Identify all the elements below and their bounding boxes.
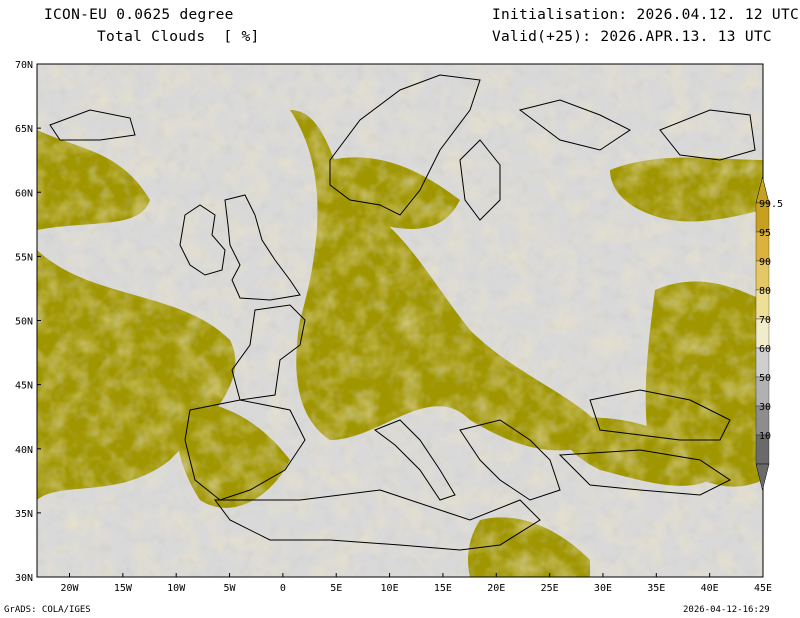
coast-black-sea xyxy=(589,389,731,441)
coast-baltic xyxy=(459,139,501,221)
legend-label: 99.5 xyxy=(759,199,783,210)
longitude-labels: 20W 15W 10W 5W 0 5E 10E 15E 20E 25E 30E 35E 40E 45E xyxy=(60,573,772,594)
lon-label: 0 xyxy=(280,583,286,594)
model-title: ICON-EU 0.0625 degree xyxy=(44,7,234,23)
plot-timestamp: 2026-04-12-16:29 xyxy=(683,605,770,615)
lon-label: 30E xyxy=(594,583,612,594)
coast-anatolia xyxy=(558,449,731,496)
coast-north-africa xyxy=(214,489,541,551)
lon-label: 15W xyxy=(114,583,133,594)
coast-france-west xyxy=(231,304,306,401)
coast-scandinavia xyxy=(329,74,481,216)
latitude-labels: 70N 65N 60N 55N 50N 45N 40N 35N 30N xyxy=(15,60,41,584)
legend-label: 80 xyxy=(759,286,771,297)
lat-label: 30N xyxy=(15,573,33,584)
lon-label: 10W xyxy=(167,583,186,594)
legend-label: 70 xyxy=(759,315,771,326)
lon-label: 45E xyxy=(754,583,772,594)
coast-iceland xyxy=(49,109,136,141)
grads-credit: GrADS: COLA/IGES xyxy=(4,605,91,615)
coast-white-sea xyxy=(659,109,756,161)
color-legend: 99.5 95 90 80 70 60 50 30 10 xyxy=(755,176,783,491)
initialisation-time: Initialisation: 2026.04.12. 12 UTC xyxy=(492,7,800,23)
lon-label: 25E xyxy=(541,583,559,594)
lon-label: 20E xyxy=(487,583,505,594)
legend-arrow-bottom xyxy=(755,463,770,491)
coast-ireland xyxy=(179,204,226,276)
legend-label: 95 xyxy=(759,228,771,239)
lat-label: 65N xyxy=(15,124,33,135)
coastlines xyxy=(49,74,756,551)
lon-label: 20W xyxy=(60,583,79,594)
legend-label: 90 xyxy=(759,257,771,268)
lat-label: 50N xyxy=(15,317,33,328)
lon-label: 40E xyxy=(701,583,719,594)
coast-finland xyxy=(518,99,631,151)
variable-title: Total Clouds [ %] xyxy=(97,29,260,45)
lat-label: 60N xyxy=(15,188,33,199)
lat-label: 70N xyxy=(15,60,33,71)
legend-label: 10 xyxy=(759,431,771,442)
lon-label: 10E xyxy=(381,583,399,594)
legend-label: 60 xyxy=(759,344,771,355)
coast-balkans xyxy=(459,419,561,501)
cloud-texture-grey xyxy=(37,64,763,577)
valid-time: Valid(+25): 2026.APR.13. 13 UTC xyxy=(492,29,772,45)
cloud-field xyxy=(37,64,763,577)
lon-label: 35E xyxy=(647,583,665,594)
coast-italy xyxy=(373,419,456,501)
coast-iberia xyxy=(184,399,306,501)
lon-label: 5E xyxy=(330,583,342,594)
lon-label: 15E xyxy=(434,583,452,594)
legend-label: 30 xyxy=(759,402,771,413)
lon-label: 5W xyxy=(224,583,237,594)
lat-label: 35N xyxy=(15,509,33,520)
lat-label: 40N xyxy=(15,445,33,456)
lat-label: 55N xyxy=(15,252,33,263)
lat-label: 45N xyxy=(15,381,33,392)
coast-britain xyxy=(224,194,301,301)
legend-label: 50 xyxy=(759,373,771,384)
